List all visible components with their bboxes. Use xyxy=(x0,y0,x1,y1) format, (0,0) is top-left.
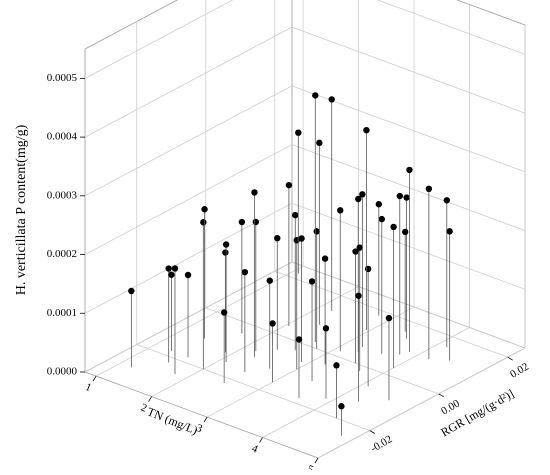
x-tick-label: 1 xyxy=(83,381,93,394)
point xyxy=(293,236,300,244)
point xyxy=(220,309,228,316)
point xyxy=(200,219,207,226)
x-tick xyxy=(314,457,319,464)
grid-line xyxy=(151,286,359,397)
grid-line xyxy=(206,306,415,418)
point xyxy=(364,265,372,273)
point xyxy=(337,207,344,214)
grid-line xyxy=(84,261,293,373)
grid-line xyxy=(291,144,526,231)
grid-line xyxy=(84,0,234,79)
point xyxy=(396,192,403,200)
point xyxy=(338,403,345,410)
box-edge xyxy=(456,0,526,26)
box-edge xyxy=(84,0,179,50)
grid-line xyxy=(291,261,526,349)
point xyxy=(385,314,393,322)
point xyxy=(322,325,330,332)
point xyxy=(406,166,413,174)
y-tick-label: -0.02 xyxy=(369,433,395,455)
x-tick-label: 5 xyxy=(305,463,315,470)
point xyxy=(363,126,370,134)
x-tick-label: 4 xyxy=(250,442,260,455)
point xyxy=(355,292,362,299)
grid-line xyxy=(291,85,526,173)
y-tick-label: 0.02 xyxy=(508,361,531,381)
point xyxy=(298,235,305,242)
point xyxy=(312,92,319,99)
point xyxy=(425,185,433,193)
y-tick xyxy=(507,356,513,361)
point xyxy=(241,268,249,276)
z-tick-label: 0.0003 xyxy=(47,189,78,201)
point xyxy=(328,96,335,103)
point xyxy=(238,218,246,226)
point xyxy=(266,277,273,284)
point xyxy=(201,206,208,213)
point xyxy=(184,271,192,279)
y-tick-label: 0.00 xyxy=(439,397,462,417)
x-tick-label: 2 xyxy=(139,402,149,415)
point xyxy=(321,255,329,262)
grid-line xyxy=(291,202,526,290)
point xyxy=(401,228,409,236)
point xyxy=(295,336,303,343)
grid-line xyxy=(84,85,293,197)
grid-line xyxy=(291,26,526,114)
point xyxy=(316,139,323,147)
point xyxy=(308,278,316,285)
x-axis-title: TN (mg/L) xyxy=(145,404,199,437)
grid-line xyxy=(84,144,293,255)
x-tick xyxy=(148,396,152,402)
point xyxy=(352,248,359,255)
y-tick xyxy=(438,393,444,398)
grid-line xyxy=(84,26,293,138)
z-axis-title: H. verticillata P content(mg/g) xyxy=(14,124,29,295)
point xyxy=(252,218,260,226)
point xyxy=(222,241,230,248)
point xyxy=(269,320,276,327)
grid-line xyxy=(84,202,293,314)
point xyxy=(295,129,302,136)
point xyxy=(222,249,229,256)
z-tick-label: 0.0005 xyxy=(47,72,78,84)
point xyxy=(446,228,453,235)
grid-line xyxy=(205,307,439,395)
point xyxy=(378,215,385,223)
point xyxy=(359,191,366,198)
z-tick-label: 0.0000 xyxy=(47,366,78,378)
z-tick-label: 0.0002 xyxy=(47,248,77,260)
x-tick xyxy=(203,416,208,423)
point xyxy=(356,244,363,251)
x-tick xyxy=(92,375,97,382)
grid-line xyxy=(274,270,508,358)
point xyxy=(390,223,397,231)
point xyxy=(171,265,179,272)
grid-line xyxy=(136,344,370,431)
point xyxy=(168,271,175,278)
z-tick-label: 0.0004 xyxy=(47,131,78,143)
y-tick xyxy=(369,430,375,434)
point xyxy=(128,287,135,295)
point xyxy=(251,189,258,196)
grid-line xyxy=(317,347,526,459)
point xyxy=(292,211,299,219)
point xyxy=(375,201,383,208)
x-tick xyxy=(259,437,263,443)
z-tick-label: 0.0001 xyxy=(47,307,77,319)
point xyxy=(274,234,281,242)
grid-line xyxy=(376,0,526,55)
x-tick-label: 3 xyxy=(194,422,204,435)
point xyxy=(403,194,410,201)
point xyxy=(165,265,172,272)
point xyxy=(443,197,450,204)
point xyxy=(285,181,293,189)
box-edge xyxy=(84,371,319,459)
point xyxy=(355,195,362,203)
grid-line xyxy=(262,327,470,438)
point xyxy=(333,362,340,369)
grid-line xyxy=(95,265,304,377)
